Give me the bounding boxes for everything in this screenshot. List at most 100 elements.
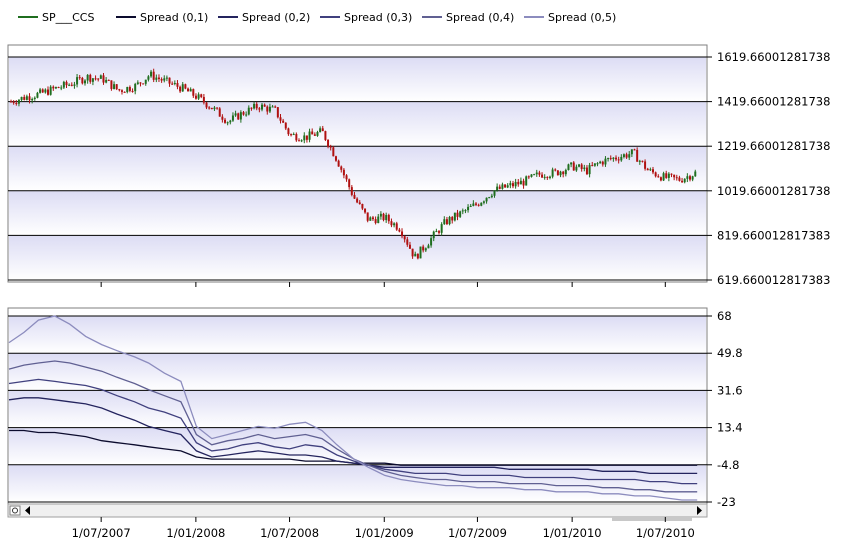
candle-body — [155, 77, 158, 80]
candle-body — [519, 180, 522, 185]
candle-body — [575, 166, 578, 171]
candle-body — [596, 163, 599, 165]
candle-body — [636, 149, 639, 162]
candle-body — [480, 202, 483, 206]
scrollbar[interactable] — [7, 503, 708, 521]
candle-body — [247, 107, 250, 115]
candle-body — [210, 107, 213, 110]
candle-body — [427, 245, 430, 249]
candle-body — [54, 86, 57, 89]
candle-body — [297, 140, 300, 142]
scroll-right-arrow-icon[interactable] — [697, 506, 702, 515]
legend-item: Spread (0,2) — [218, 11, 310, 24]
candle-body — [646, 168, 649, 171]
candle-body — [464, 210, 467, 212]
candle-body — [290, 134, 293, 136]
candle-body — [641, 160, 644, 162]
legend-label: Spread (0,5) — [548, 11, 616, 24]
legend-item: SP___CCS — [18, 11, 94, 24]
candle-body — [408, 244, 411, 249]
candle-body — [321, 128, 324, 132]
grid-band — [9, 353, 706, 391]
candle-body — [102, 75, 105, 83]
grid-band — [9, 316, 706, 354]
candle-body — [440, 224, 443, 233]
candle-body — [443, 219, 446, 225]
candle-body — [472, 203, 475, 206]
candle-body — [564, 170, 567, 175]
legend-label: Spread (0,4) — [446, 11, 514, 24]
candle-body — [530, 174, 533, 177]
scroll-left-arrow-icon[interactable] — [25, 506, 30, 515]
candle-body — [258, 108, 261, 110]
candle-body — [20, 96, 23, 100]
candle-body — [329, 146, 332, 148]
candle-body — [126, 87, 129, 93]
y-tick-label: 1019.66001281738 — [717, 184, 830, 198]
candle-body — [504, 184, 507, 188]
candle-body — [485, 197, 488, 202]
candle-body — [97, 78, 100, 80]
candle-body — [83, 80, 86, 84]
legend: SP___CCS Spread (0,1) Spread (0,2) Spread (… — [18, 11, 616, 24]
candle-body — [202, 96, 205, 103]
candle-body — [65, 81, 68, 86]
candle-body — [176, 82, 179, 87]
candle-body — [424, 248, 427, 251]
legend-label: Spread (0,2) — [242, 11, 310, 24]
candle-body — [268, 106, 271, 112]
candle-body — [694, 171, 697, 177]
legend-item: Spread (0,5) — [524, 11, 616, 24]
candle-body — [649, 169, 652, 171]
y-tick-label: -23 — [717, 495, 736, 509]
candle-body — [665, 173, 668, 178]
candle-body — [622, 154, 625, 157]
candle-body — [250, 107, 253, 109]
x-tick-label: 1/07/2009 — [448, 526, 507, 540]
x-tick-label: 1/07/2008 — [260, 526, 319, 540]
y-tick-label: 31.6 — [717, 383, 743, 397]
zoom-reset-button[interactable] — [9, 505, 21, 516]
candle-body — [52, 86, 55, 89]
candle-body — [253, 103, 256, 109]
candle-body — [451, 217, 454, 221]
candle-body — [488, 197, 491, 199]
candle-body — [625, 154, 628, 158]
candle-body — [305, 135, 308, 140]
candle-body — [28, 96, 31, 101]
candle-body — [419, 246, 422, 259]
x-tick-label: 1/01/2009 — [355, 526, 414, 540]
y-tick-label: 819.660012817383 — [717, 228, 830, 242]
y-tick-label: 68 — [717, 309, 732, 323]
candle-body — [469, 205, 472, 207]
candle-body — [311, 131, 314, 135]
candle-body — [541, 174, 544, 178]
candle-body — [216, 107, 219, 109]
candle-body — [152, 71, 155, 80]
candle-body — [628, 154, 631, 158]
candle-body — [654, 172, 657, 177]
scroll-thumb[interactable] — [612, 517, 692, 521]
candle-body — [99, 75, 102, 79]
candle-body — [406, 239, 409, 245]
candle-body — [168, 77, 171, 84]
candle-body — [607, 158, 610, 160]
candle-body — [681, 180, 684, 183]
candle-body — [570, 162, 573, 165]
candle-body — [580, 164, 583, 169]
candle-body — [337, 160, 340, 167]
candle-body — [474, 203, 477, 205]
candle-body — [543, 176, 546, 178]
candle-body — [261, 104, 264, 110]
candle-body — [517, 181, 520, 185]
candle-body — [459, 211, 462, 217]
candle-body — [213, 107, 216, 110]
candle-body — [345, 175, 348, 180]
candle-body — [271, 106, 274, 108]
candle-body — [525, 176, 528, 186]
candle-body — [644, 161, 647, 169]
candle-body — [593, 163, 596, 166]
candle-body — [453, 212, 456, 221]
y-tick-label: 1219.66001281738 — [717, 139, 830, 153]
candle-body — [538, 172, 541, 175]
